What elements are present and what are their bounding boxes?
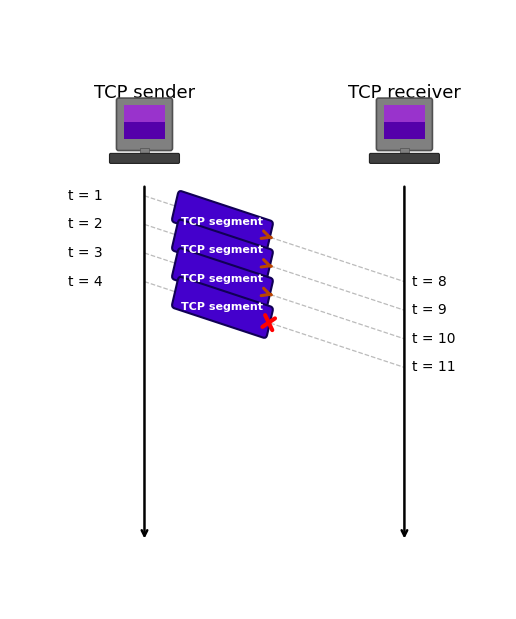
Bar bbox=[124, 122, 165, 139]
FancyBboxPatch shape bbox=[172, 191, 273, 252]
Text: TCP receiver: TCP receiver bbox=[348, 84, 461, 102]
Text: TCP segment: TCP segment bbox=[182, 302, 264, 313]
FancyBboxPatch shape bbox=[172, 248, 273, 310]
Text: t = 10: t = 10 bbox=[412, 332, 456, 346]
Bar bbox=[140, 148, 149, 155]
FancyBboxPatch shape bbox=[369, 154, 440, 163]
Text: t = 11: t = 11 bbox=[412, 360, 456, 374]
Text: TCP sender: TCP sender bbox=[94, 84, 195, 102]
Bar bbox=[400, 148, 409, 155]
Bar bbox=[383, 122, 425, 139]
Text: t = 2: t = 2 bbox=[69, 217, 103, 232]
FancyBboxPatch shape bbox=[109, 154, 180, 163]
FancyBboxPatch shape bbox=[117, 98, 172, 150]
FancyBboxPatch shape bbox=[172, 277, 273, 338]
Text: t = 9: t = 9 bbox=[412, 303, 447, 317]
Text: t = 4: t = 4 bbox=[69, 275, 103, 288]
Text: t = 1: t = 1 bbox=[69, 189, 103, 203]
Bar bbox=[383, 105, 425, 122]
Text: TCP segment: TCP segment bbox=[182, 245, 264, 255]
Bar bbox=[124, 105, 165, 122]
Text: TCP segment: TCP segment bbox=[182, 274, 264, 284]
FancyBboxPatch shape bbox=[376, 98, 432, 150]
Text: TCP segment: TCP segment bbox=[182, 217, 264, 227]
Text: t = 3: t = 3 bbox=[69, 246, 103, 260]
Text: t = 8: t = 8 bbox=[412, 275, 447, 288]
FancyBboxPatch shape bbox=[172, 220, 273, 280]
